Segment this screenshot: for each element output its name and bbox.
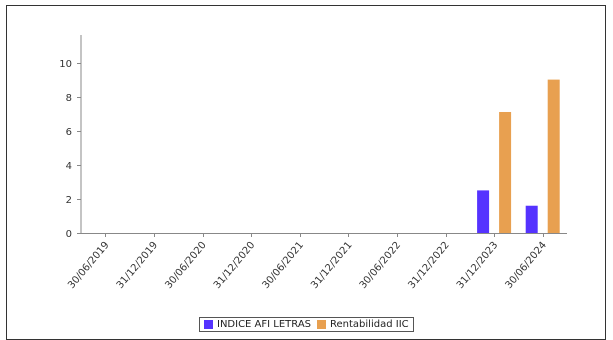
legend-swatch: [204, 320, 213, 329]
legend-item-rentabilidad-iic: Rentabilidad IIC: [317, 319, 409, 330]
y-tick-label: 4: [66, 161, 72, 172]
bar: [525, 205, 538, 233]
bar: [547, 79, 560, 233]
bar: [499, 111, 512, 233]
bar: [477, 190, 490, 233]
legend: INDICE AFI LETRAS Rentabilidad IIC: [199, 317, 414, 332]
legend-item-indice-afi-letras: INDICE AFI LETRAS: [204, 319, 311, 330]
y-tick-label: 6: [66, 127, 72, 138]
legend-label: Rentabilidad IIC: [330, 319, 409, 330]
y-tick-label: 10: [59, 59, 72, 70]
y-tick-label: 8: [66, 93, 72, 104]
y-tick-label: 2: [66, 195, 72, 206]
legend-swatch: [317, 320, 327, 329]
outer-border: [6, 5, 606, 340]
y-tick-label: 0: [66, 229, 72, 240]
legend-label: INDICE AFI LETRAS: [217, 319, 312, 330]
